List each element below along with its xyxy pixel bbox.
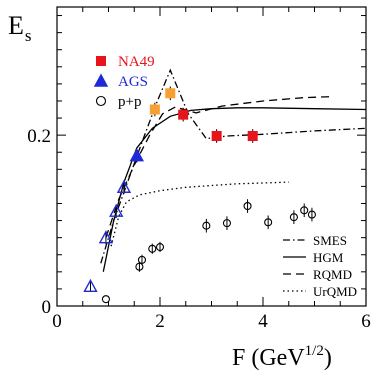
ags-point [83,278,98,293]
na49-orange-point [149,104,160,115]
y-axis-label: Es [8,11,32,45]
p-p-point [155,243,165,252]
p-p-point [222,219,231,228]
y-tick-label: 0 [42,297,52,318]
ags-filled-point [129,148,145,162]
p-p-point [264,218,273,227]
x-tick-label: 4 [258,311,268,332]
p-p-point [101,295,110,304]
ags-point [98,230,114,244]
legend-label: UrQMD [313,284,357,299]
y-tick-label: 0.2 [27,126,51,147]
legend-marker-na49 [96,56,106,66]
p-p-point [300,206,309,215]
p-p-point [137,255,147,264]
legend-label: NA49 [118,54,155,70]
curve-urqmd [110,181,289,247]
na49-point [211,130,222,141]
x-axis-label: F (GeV1/2) [232,343,332,371]
p-p-point [289,213,298,222]
legend-label: HGM [313,250,344,265]
x-tick-label: 0 [52,311,62,332]
curve-smes [100,68,367,264]
legend-marker-ags [93,73,109,87]
p-p-point [202,221,211,230]
legend-label: AGS [118,74,148,90]
na49-point [178,109,189,120]
legend-label: p+p [118,94,141,110]
p-p-point [243,201,252,211]
p-p-point [148,244,157,253]
plot-layer: 0 2 4 6 0 0.2 NA49 AGS p+p SMES HGM RQMD UrQMD [27,6,371,332]
curve-rqmd [105,96,330,238]
legend-marker-pp [95,95,107,107]
x-tick-label: 2 [155,311,165,332]
ags-point [116,179,132,193]
na49-orange-point [165,88,176,99]
p-p-point [307,210,316,219]
p-p-point [135,262,144,271]
legend-label: RQMD [313,267,352,282]
ags-point [109,203,124,217]
na49-point [247,130,258,141]
x-tick-label: 6 [361,311,371,332]
legend-label: SMES [313,233,347,248]
